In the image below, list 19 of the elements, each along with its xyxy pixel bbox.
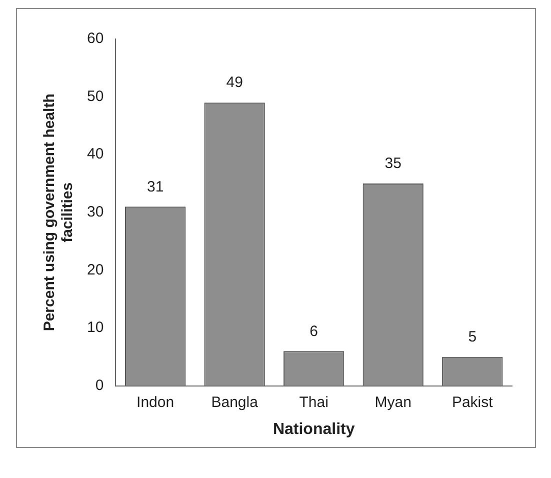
data-label: 35 [384, 155, 402, 172]
y-tick-label: 10 [86, 319, 104, 336]
data-label: 49 [226, 74, 243, 92]
y-tick-label: 20 [86, 261, 104, 278]
y-tick-label: 50 [86, 88, 104, 105]
y-tick-label: 40 [86, 146, 104, 163]
x-tick-label: Myan [374, 394, 412, 411]
x-axis-title: Nationality [272, 420, 355, 438]
data-label: 5 [468, 328, 477, 346]
y-axis-title: Percent using government health facilities [41, 94, 76, 332]
y-tick-label: 0 [95, 376, 104, 394]
x-tick-label: Indon [136, 394, 174, 411]
x-tick-label: Pakist [452, 394, 494, 411]
y-tick-label: 60 [86, 30, 104, 48]
data-label: 31 [146, 178, 164, 196]
x-tick-label: Thai [299, 394, 328, 411]
x-tick-label: Bangla [211, 394, 259, 411]
y-tick-label: 30 [86, 204, 104, 221]
data-label: 6 [310, 322, 318, 340]
